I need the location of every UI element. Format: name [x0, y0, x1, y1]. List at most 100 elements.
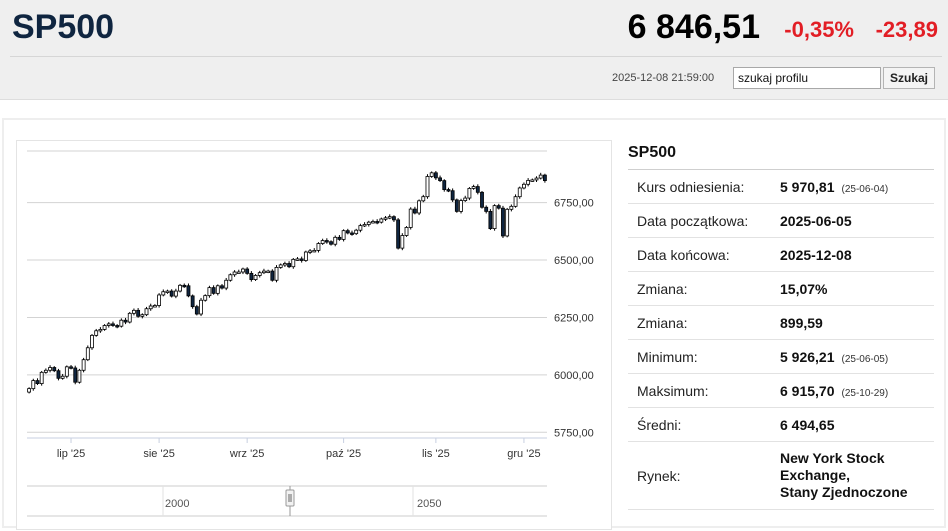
- candle: [178, 284, 182, 292]
- y-tick-label: 6250,00: [554, 312, 594, 324]
- navigator-handle[interactable]: [285, 489, 295, 507]
- candle: [106, 323, 111, 326]
- candle: [324, 240, 329, 243]
- x-tick-label: lis '25: [422, 448, 450, 460]
- search-button[interactable]: Szukaj: [883, 67, 935, 89]
- panel-title: SP500: [628, 140, 934, 170]
- candle: [77, 369, 82, 383]
- candle: [282, 263, 287, 266]
- candle: [538, 174, 543, 179]
- candle: [266, 270, 271, 273]
- market-line: Exchange,: [780, 467, 851, 483]
- x-tick-label: sie '25: [143, 448, 174, 460]
- candle: [425, 176, 430, 198]
- candle: [501, 207, 505, 237]
- candle: [329, 241, 333, 245]
- candle: [480, 191, 484, 208]
- candle: [81, 359, 86, 371]
- stat-label: Kurs odniesienia:: [637, 178, 745, 195]
- candle: [337, 236, 342, 240]
- candle: [241, 268, 245, 273]
- candle: [270, 270, 275, 281]
- candle: [123, 319, 128, 323]
- y-tick-label: 6500,00: [554, 255, 594, 267]
- candle: [295, 258, 300, 261]
- price-chart[interactable]: 6750,00 6500,00 6250,00 6000,00 5750,00 lip '…: [16, 140, 612, 530]
- stat-row-average: Średni: 6 494,65: [628, 408, 934, 442]
- candle: [64, 366, 69, 377]
- candle: [513, 196, 518, 207]
- candle: [203, 295, 208, 301]
- candle: [408, 208, 413, 228]
- candle: [496, 205, 501, 209]
- stat-label: Minimum:: [637, 348, 698, 365]
- stat-row-change-pct: Zmiana: 15,07%: [628, 272, 934, 306]
- last-price: 6 846,51: [627, 8, 760, 46]
- candle: [182, 284, 187, 288]
- market-value: New York Stock Exchange, Stany Zjednoczo…: [780, 450, 908, 501]
- stat-value: 5 970,81 (25-06-04): [780, 179, 888, 195]
- candle: [366, 221, 371, 225]
- x-tick-label: gru '25: [507, 448, 540, 460]
- candle: [505, 208, 510, 237]
- candle: [412, 208, 417, 214]
- candle: [421, 196, 426, 202]
- candle: [102, 325, 107, 330]
- candle: [232, 271, 237, 276]
- candle: [245, 268, 250, 274]
- candle: [220, 285, 224, 289]
- candle: [320, 240, 325, 244]
- candle: [526, 179, 531, 185]
- candle: [308, 250, 312, 253]
- market-line: Stany Zjednoczone: [780, 484, 908, 500]
- candle: [169, 290, 174, 297]
- candle: [446, 189, 451, 192]
- candle: [132, 309, 136, 314]
- candle: [417, 200, 422, 214]
- candlestick-chart-svg[interactable]: 6750,00 6500,00 6250,00 6000,00 5750,00 lip '…: [17, 141, 613, 531]
- candle: [488, 210, 493, 230]
- candle: [316, 243, 321, 251]
- candle: [517, 187, 522, 198]
- stat-label: Data końcowa:: [637, 246, 730, 263]
- candle: [278, 264, 283, 268]
- candle: [299, 258, 304, 261]
- candle: [211, 287, 216, 294]
- stat-value: 5 926,21 (25-06-05): [780, 349, 888, 365]
- candle: [463, 197, 468, 201]
- stat-row-start-date: Data początkowa: 2025-06-05: [628, 204, 934, 238]
- stat-row-change-abs: Zmiana: 899,59: [628, 306, 934, 340]
- stat-label: Zmiana:: [637, 280, 688, 297]
- candle: [98, 328, 103, 332]
- candle: [438, 177, 442, 182]
- candle: [194, 306, 199, 315]
- candle: [379, 218, 384, 223]
- candle: [509, 205, 514, 210]
- profile-search-input[interactable]: [733, 67, 881, 89]
- stat-number: 6 915,70: [780, 382, 835, 399]
- candle: [215, 285, 220, 294]
- candle: [375, 221, 380, 224]
- candle: [262, 270, 266, 274]
- candle: [115, 325, 120, 328]
- summary-panel: SP500 Kurs odniesienia: 5 970,81 (25-06-0…: [628, 140, 934, 510]
- x-tick-label: lip '25: [57, 448, 85, 460]
- candle: [127, 312, 132, 323]
- candle: [392, 216, 396, 221]
- stat-value: 6 494,65: [780, 416, 835, 433]
- stat-value: 6 915,70 (25-10-29): [780, 383, 888, 399]
- candle: [433, 172, 438, 179]
- candle: [303, 251, 308, 261]
- candle: [39, 371, 44, 384]
- candle: [157, 294, 162, 306]
- candle: [257, 272, 262, 276]
- stat-row-reference: Kurs odniesienia: 5 970,81 (25-06-04): [628, 170, 934, 204]
- candle: [111, 323, 115, 326]
- candle: [73, 367, 78, 383]
- stat-label: Zmiana:: [637, 314, 688, 331]
- candle: [274, 267, 279, 281]
- candle: [253, 275, 258, 280]
- candle: [371, 221, 375, 224]
- candle: [287, 263, 292, 268]
- candle: [69, 366, 73, 369]
